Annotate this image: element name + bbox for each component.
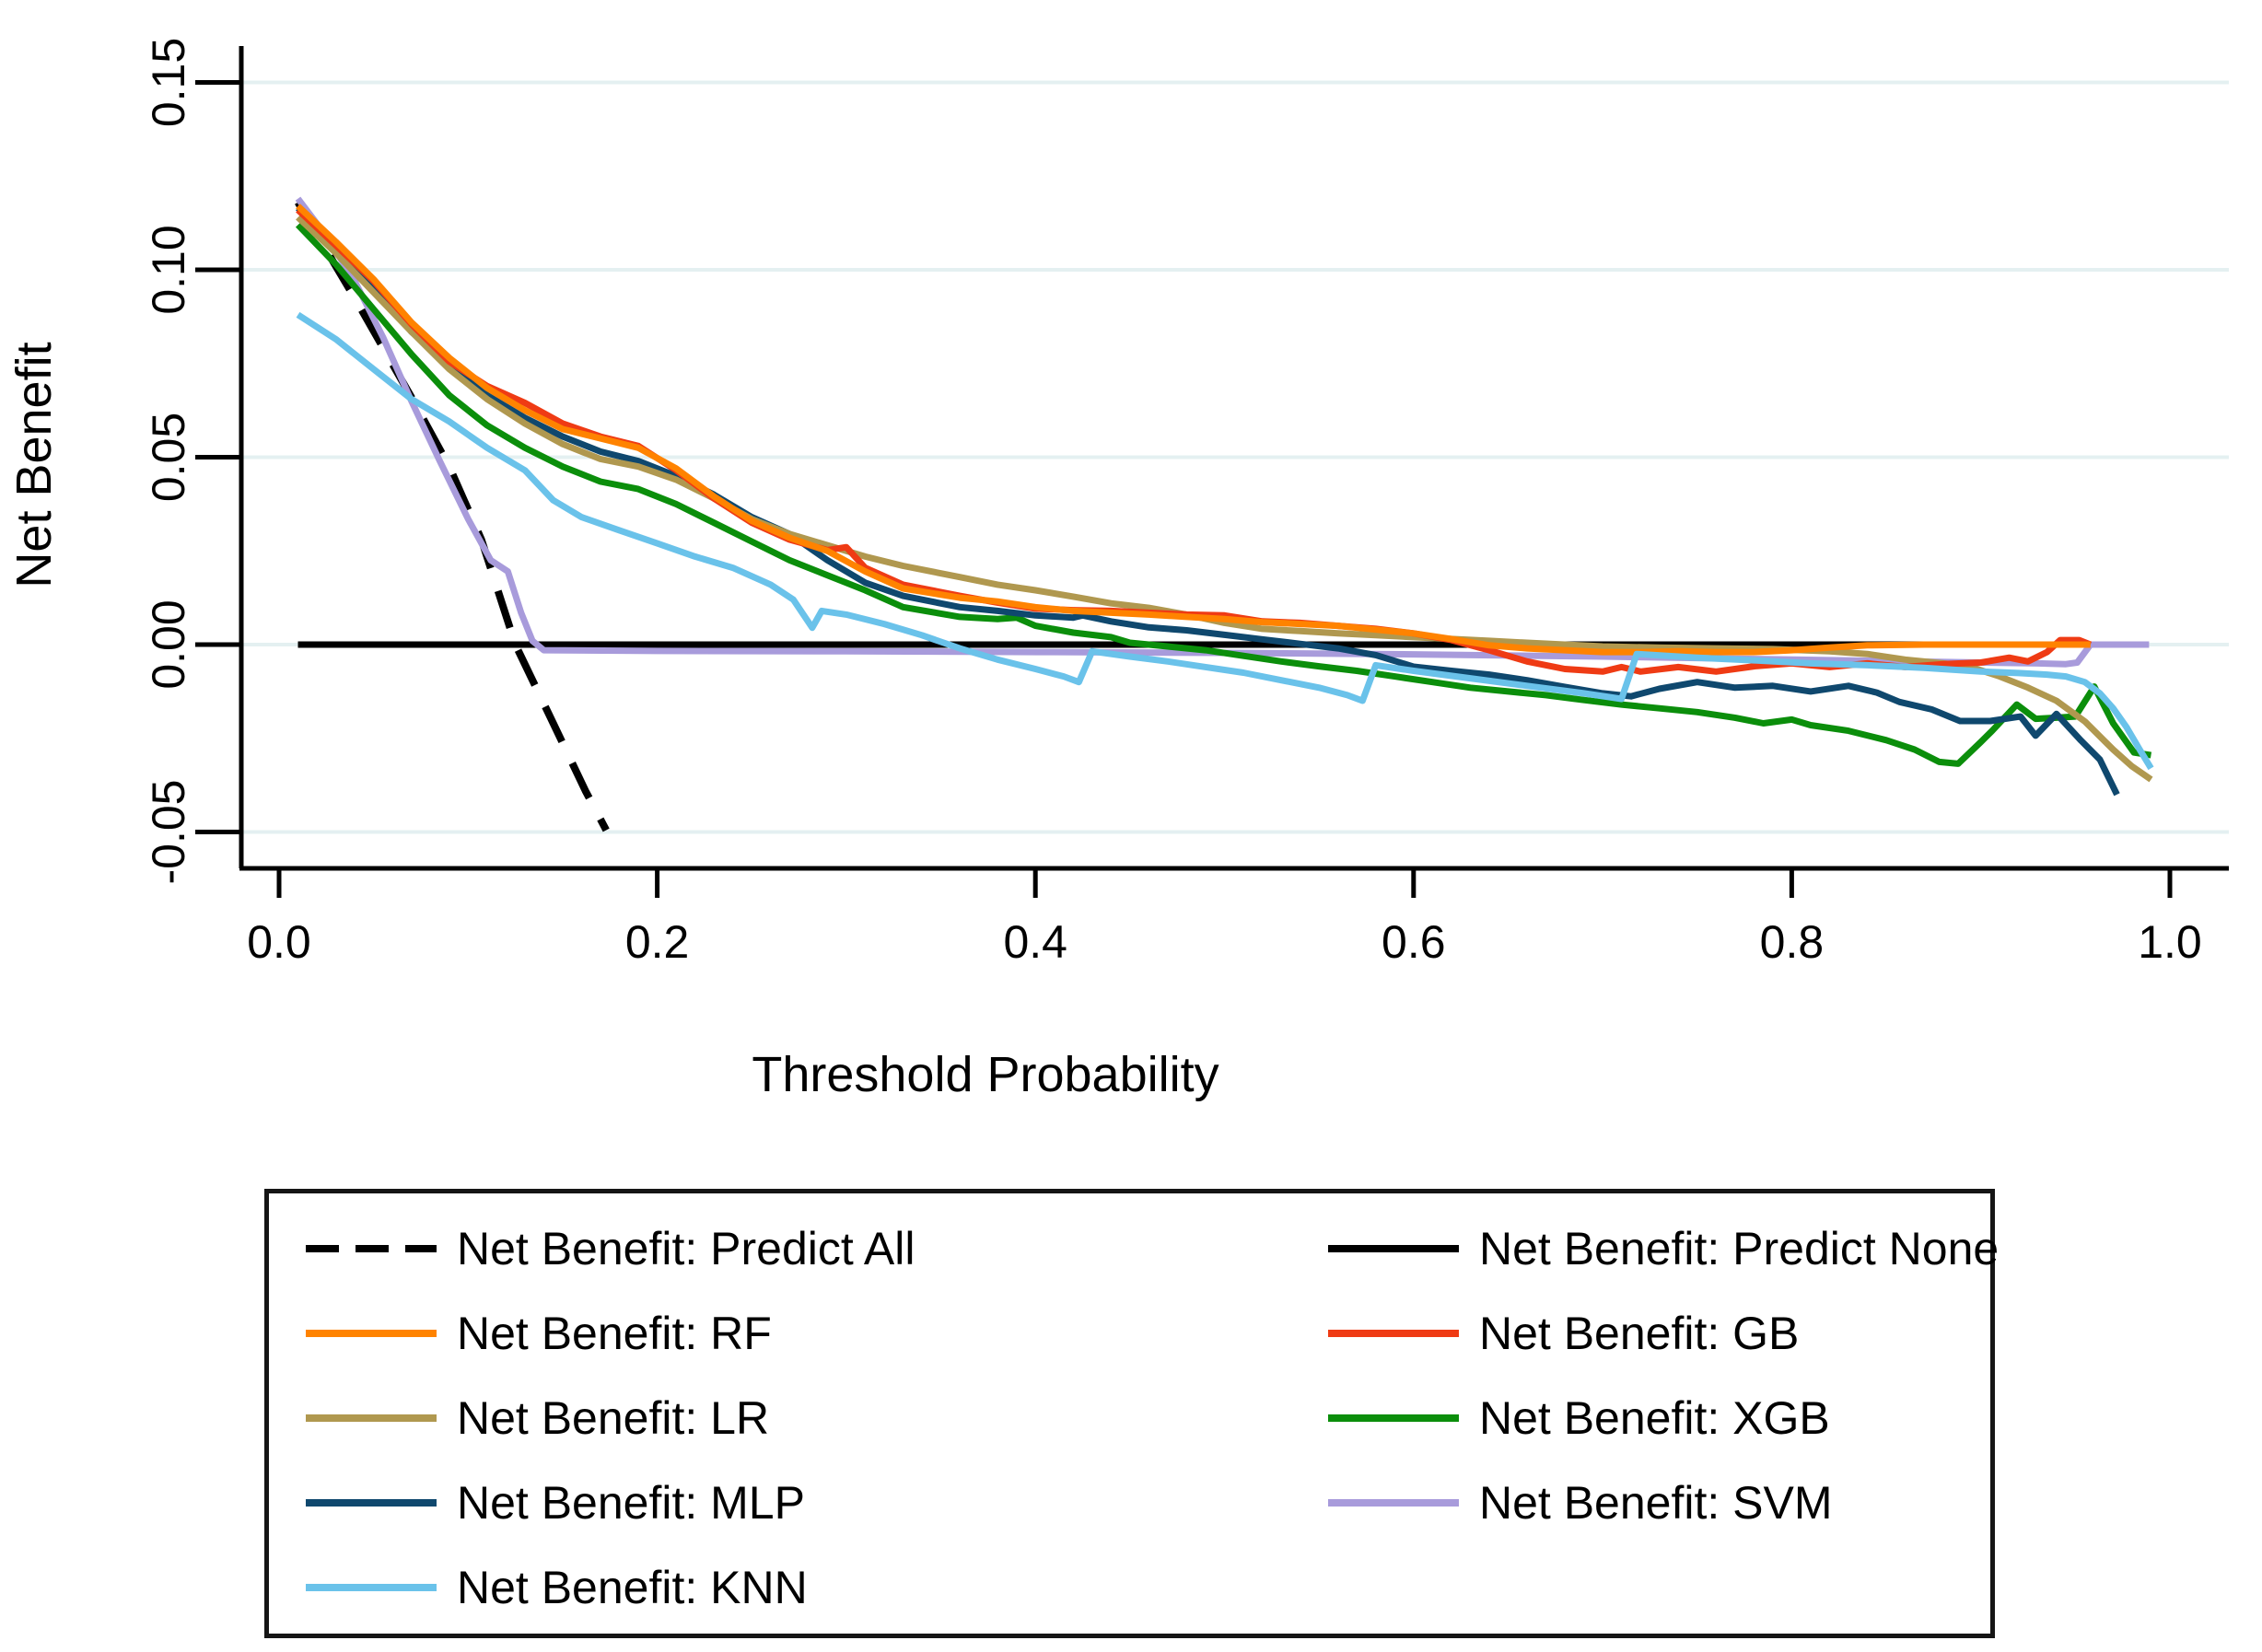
legend-item-rf: Net Benefit: RF xyxy=(306,1291,915,1376)
series-layer xyxy=(295,196,2154,832)
decision-curve-chart: 0.150.100.050.00-0.050.0 0.2 0.4 0.6 0.8 1.0 … xyxy=(6,38,2229,1102)
series-line-lr xyxy=(296,215,2153,783)
legend-item-label: Net Benefit: MLP xyxy=(457,1477,805,1529)
series-line-xgb xyxy=(295,222,2152,767)
legend-item-lr: Net Benefit: LR xyxy=(306,1376,915,1460)
y-tick-label: 0.05 xyxy=(143,413,194,502)
y-tick-label: -0.05 xyxy=(143,780,194,885)
legend-item-knn: Net Benefit: KNN xyxy=(306,1545,915,1630)
legend-swatch-lr xyxy=(306,1414,437,1422)
legend-column-left: Net Benefit: Predict All Net Benefit: RF N… xyxy=(306,1206,915,1630)
series-line-knn xyxy=(296,311,2154,771)
legend-swatch-gb xyxy=(1328,1330,1459,1337)
legend-swatch-knn xyxy=(306,1584,437,1591)
y-tick-label: 0.00 xyxy=(143,599,194,689)
y-tick-label: 0.10 xyxy=(143,225,194,314)
y-tick-label: 0.15 xyxy=(143,38,194,127)
legend-box: Net Benefit: Predict All Net Benefit: RF N… xyxy=(264,1189,1999,1638)
x-tick-label: 0.2 xyxy=(625,916,690,968)
legend-item-label: Net Benefit: GB xyxy=(1479,1308,1800,1359)
legend-column-right: Net Benefit: Predict None Net Benefit: GB… xyxy=(1328,1206,1999,1545)
axis-layer: 0.15 0.10 0.05 0.00 -0.05 0.0 0.2 0.4 0.6 0.8 1.0 xyxy=(143,38,2229,968)
legend-item-label: Net Benefit: KNN xyxy=(457,1562,808,1613)
legend-item-mlp: Net Benefit: MLP xyxy=(306,1460,915,1545)
x-axis-title: Threshold Probability xyxy=(752,1047,1218,1102)
x-tick-label: 1.0 xyxy=(2138,916,2202,968)
series-line-mlp xyxy=(296,205,2120,797)
legend-item-svm: Net Benefit: SVM xyxy=(1328,1460,1999,1545)
x-tick-label: 0.0 xyxy=(247,916,311,968)
y-axis-title: Net Benefit xyxy=(6,342,62,588)
legend-item-label: Net Benefit: Predict All xyxy=(457,1223,915,1274)
x-tick-label: 0.6 xyxy=(1382,916,1446,968)
x-tick-label: 0.4 xyxy=(1003,916,1067,968)
legend-item-label: Net Benefit: SVM xyxy=(1479,1477,1833,1529)
legend-swatch-rf xyxy=(306,1330,437,1337)
legend-swatch-predict_none xyxy=(1328,1245,1459,1252)
x-tick-label: 0.8 xyxy=(1760,916,1825,968)
legend-swatch-svm xyxy=(1328,1499,1459,1507)
legend-item-predict_none: Net Benefit: Predict None xyxy=(1328,1206,1999,1291)
legend-item-label: Net Benefit: XGB xyxy=(1479,1392,1830,1444)
legend-item-xgb: Net Benefit: XGB xyxy=(1328,1376,1999,1460)
legend-item-gb: Net Benefit: GB xyxy=(1328,1291,1999,1376)
legend-item-label: Net Benefit: RF xyxy=(457,1308,772,1359)
legend-swatch-xgb xyxy=(1328,1414,1459,1422)
series-line-predict_all xyxy=(295,200,610,832)
series-line-rf xyxy=(296,204,2091,656)
legend-item-label: Net Benefit: LR xyxy=(457,1392,770,1444)
legend-item-label: Net Benefit: Predict None xyxy=(1479,1223,2000,1274)
legend-swatch-predict_all xyxy=(306,1245,437,1252)
legend-swatch-mlp xyxy=(306,1499,437,1507)
legend-item-predict_all: Net Benefit: Predict All xyxy=(306,1206,915,1291)
